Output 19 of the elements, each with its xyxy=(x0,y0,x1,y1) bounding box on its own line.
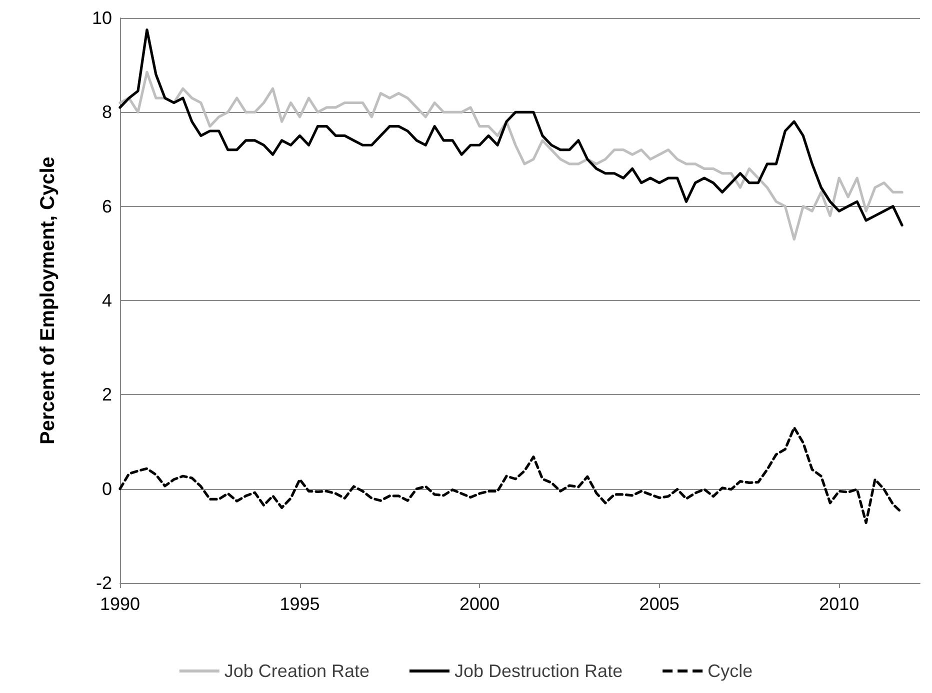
x-tick-label: 1990 xyxy=(100,594,140,614)
x-tick-label: 1995 xyxy=(280,594,320,614)
x-tick-label: 2010 xyxy=(819,594,860,614)
y-tick-label: 6 xyxy=(102,196,112,216)
x-tick-label: 2000 xyxy=(460,594,500,614)
y-tick-label: 2 xyxy=(102,384,112,405)
line-series xyxy=(118,70,904,241)
y-tick-label: -2 xyxy=(96,573,112,593)
y-axis-title: Percent of Employment, Cycle xyxy=(37,156,59,444)
line-series xyxy=(118,426,904,524)
y-tick-label: 4 xyxy=(102,290,112,310)
y-tick-label: 10 xyxy=(92,8,112,28)
y-tick-label: 0 xyxy=(102,478,112,499)
legend-label: Job Destruction Rate xyxy=(454,661,623,681)
legend-label: Cycle xyxy=(708,661,753,681)
x-tick-label: 2005 xyxy=(639,594,680,614)
legend-label: Job Creation Rate xyxy=(224,661,370,681)
line-series xyxy=(118,28,904,226)
y-tick-label: 8 xyxy=(102,102,112,122)
